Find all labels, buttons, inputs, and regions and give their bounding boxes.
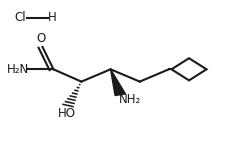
Text: H₂N: H₂N <box>7 63 29 76</box>
Polygon shape <box>111 69 125 95</box>
Text: O: O <box>37 32 46 45</box>
Text: HO: HO <box>58 107 76 120</box>
Text: NH₂: NH₂ <box>119 93 142 106</box>
Text: H: H <box>48 11 57 24</box>
Text: Cl: Cl <box>15 11 26 24</box>
